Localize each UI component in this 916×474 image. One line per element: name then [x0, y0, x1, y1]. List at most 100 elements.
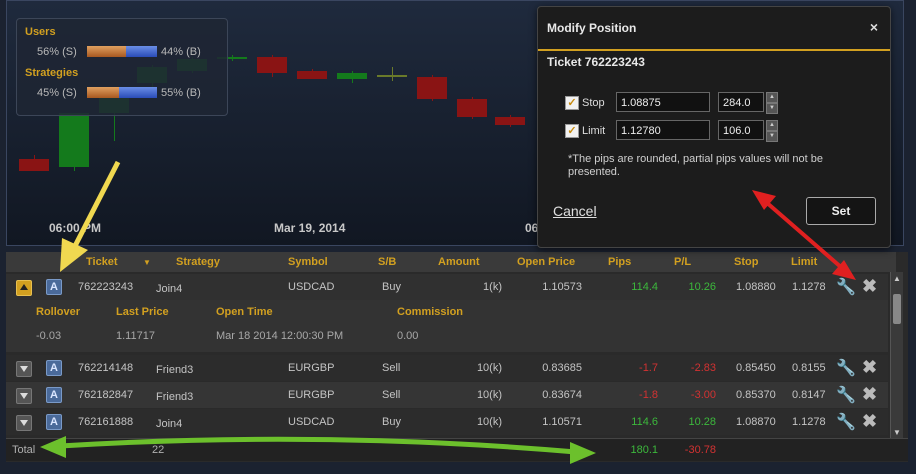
- open-price-cell: 1.10573: [542, 281, 582, 293]
- stop-pips-stepper[interactable]: ▲ ▼: [766, 92, 778, 114]
- candle-body: [257, 57, 287, 73]
- stop-label: Stop: [582, 97, 605, 109]
- users-sell-pct: 56% (S): [37, 46, 77, 58]
- pl-cell: -2.83: [690, 362, 716, 374]
- x-axis-label: 06: [525, 221, 539, 235]
- column-header-open-price[interactable]: Open Price: [517, 256, 576, 268]
- limit-label: Limit: [582, 125, 606, 137]
- pips-rounding-note: *The pips are rounded, partial pips valu…: [568, 153, 823, 178]
- collapse-row-button[interactable]: [16, 280, 32, 296]
- limit-price-input[interactable]: 1.12780: [616, 120, 710, 140]
- limit-pips-stepper[interactable]: ▲ ▼: [766, 120, 778, 142]
- amount-cell: 10(k): [476, 416, 502, 428]
- stop-price-input[interactable]: 1.08875: [616, 92, 710, 112]
- close-position-icon[interactable]: ✖: [862, 357, 878, 377]
- column-header-strategy[interactable]: Strategy: [176, 256, 221, 268]
- symbol-cell: USDCAD: [288, 281, 335, 293]
- detail-header-open-time: Open Time: [216, 306, 273, 318]
- set-button[interactable]: Set: [806, 197, 876, 225]
- chevron-up-icon: [20, 284, 28, 290]
- vertical-scrollbar[interactable]: ▲ ▼: [890, 272, 903, 442]
- expand-row-button[interactable]: [16, 361, 32, 377]
- side-cell: Sell: [382, 389, 401, 401]
- auto-trade-badge[interactable]: A: [46, 360, 62, 376]
- side-cell: Buy: [382, 281, 401, 293]
- column-header-limit[interactable]: Limit: [791, 256, 818, 268]
- pips-cell: -1.8: [639, 389, 658, 401]
- amount-cell: 1(k): [483, 281, 502, 293]
- auto-trade-badge[interactable]: A: [46, 414, 62, 430]
- modify-position-dialog: Modify Position × Ticket 762223243 ✓ Sto…: [537, 6, 891, 248]
- x-axis-label: 06:00 PM: [49, 221, 102, 235]
- totals-label: Total: [12, 444, 36, 456]
- strategies-sell-pct: 45% (S): [37, 87, 77, 99]
- scroll-down-icon[interactable]: ▼: [893, 428, 901, 437]
- candle-body: [457, 99, 487, 117]
- expand-row-button[interactable]: [16, 415, 32, 431]
- auto-trade-badge[interactable]: A: [46, 387, 62, 403]
- column-header-ticket[interactable]: Ticket: [86, 256, 118, 268]
- limit-pips-input[interactable]: 106.0: [718, 120, 764, 140]
- column-header-symbol[interactable]: Symbol: [288, 256, 328, 268]
- column-header-pl[interactable]: P/L: [674, 256, 692, 268]
- stepper-down-icon[interactable]: ▼: [766, 131, 778, 142]
- strategy-cell: Join4: [156, 283, 183, 295]
- ticket-cell: 762182847: [78, 389, 134, 401]
- dialog-title-bar[interactable]: Modify Position ×: [538, 7, 890, 51]
- wrench-icon[interactable]: 🔧: [836, 360, 856, 377]
- scroll-thumb[interactable]: [893, 294, 901, 324]
- side-cell: Buy: [382, 416, 401, 428]
- column-header-amount[interactable]: Amount: [438, 256, 480, 268]
- strategy-cell: Friend3: [156, 391, 194, 403]
- symbol-cell: EURGBP: [288, 362, 335, 374]
- strategies-sentiment-bar: [87, 87, 157, 98]
- close-position-icon[interactable]: ✖: [862, 411, 878, 431]
- dialog-ticket-label: Ticket 762223243: [547, 55, 645, 69]
- strategy-cell: Join4: [156, 418, 183, 430]
- amount-cell: 10(k): [476, 389, 502, 401]
- stepper-up-icon[interactable]: ▲: [766, 92, 778, 103]
- close-position-icon[interactable]: ✖: [862, 384, 878, 404]
- auto-trade-badge[interactable]: A: [46, 279, 62, 295]
- candle-body: [337, 73, 367, 79]
- column-header-side[interactable]: S/B: [378, 256, 397, 268]
- users-buy-pct: 44% (B): [161, 46, 201, 58]
- candle-body: [217, 57, 247, 59]
- sell-portion: [87, 87, 119, 98]
- wrench-icon[interactable]: 🔧: [836, 387, 856, 404]
- table-row[interactable]: A 762214148 Friend3 EURGBP Sell 10(k) 0.…: [6, 355, 888, 381]
- close-position-icon[interactable]: ✖: [862, 276, 878, 296]
- strategies-title: Strategies: [25, 67, 79, 79]
- limit-checkbox[interactable]: ✓: [565, 124, 579, 138]
- cancel-button[interactable]: Cancel: [553, 203, 597, 219]
- stop-checkbox[interactable]: ✓: [565, 96, 579, 110]
- table-row[interactable]: A 762182847 Friend3 EURGBP Sell 10(k) 0.…: [6, 382, 888, 408]
- stepper-up-icon[interactable]: ▲: [766, 120, 778, 131]
- detail-value-last-price: 1.11717: [116, 330, 155, 342]
- candle-body: [19, 159, 49, 171]
- candle-body: [297, 71, 327, 79]
- candle-body: [59, 113, 89, 167]
- sell-portion: [87, 46, 127, 57]
- scroll-up-icon[interactable]: ▲: [893, 274, 901, 283]
- detail-value-rollover: -0.03: [36, 330, 62, 342]
- close-icon[interactable]: ×: [869, 19, 878, 35]
- limit-cell: 1.1278: [792, 281, 826, 293]
- column-header-stop[interactable]: Stop: [734, 256, 759, 268]
- strategy-cell: Friend3: [156, 364, 194, 376]
- symbol-cell: USDCAD: [288, 416, 335, 428]
- stop-pips-input[interactable]: 284.0: [718, 92, 764, 112]
- table-row[interactable]: A 762161888 Join4 USDCAD Buy 10(k) 1.105…: [6, 409, 888, 435]
- open-price-cell: 0.83674: [542, 389, 582, 401]
- users-title: Users: [25, 26, 56, 38]
- sort-arrow-icon[interactable]: ▼: [143, 258, 151, 267]
- table-header: Ticket ▼ Strategy Symbol S/B Amount Open…: [6, 252, 896, 272]
- wrench-icon[interactable]: 🔧: [836, 279, 856, 296]
- table-row[interactable]: A 762223243 Join4 USDCAD Buy 1(k) 1.1057…: [6, 274, 888, 300]
- detail-value-open-time: Mar 18 2014 12:00:30 PM: [216, 330, 344, 342]
- stepper-down-icon[interactable]: ▼: [766, 103, 778, 114]
- column-header-pips[interactable]: Pips: [608, 256, 632, 268]
- limit-cell: 0.8155: [792, 362, 826, 374]
- expand-row-button[interactable]: [16, 388, 32, 404]
- wrench-icon[interactable]: 🔧: [836, 414, 856, 431]
